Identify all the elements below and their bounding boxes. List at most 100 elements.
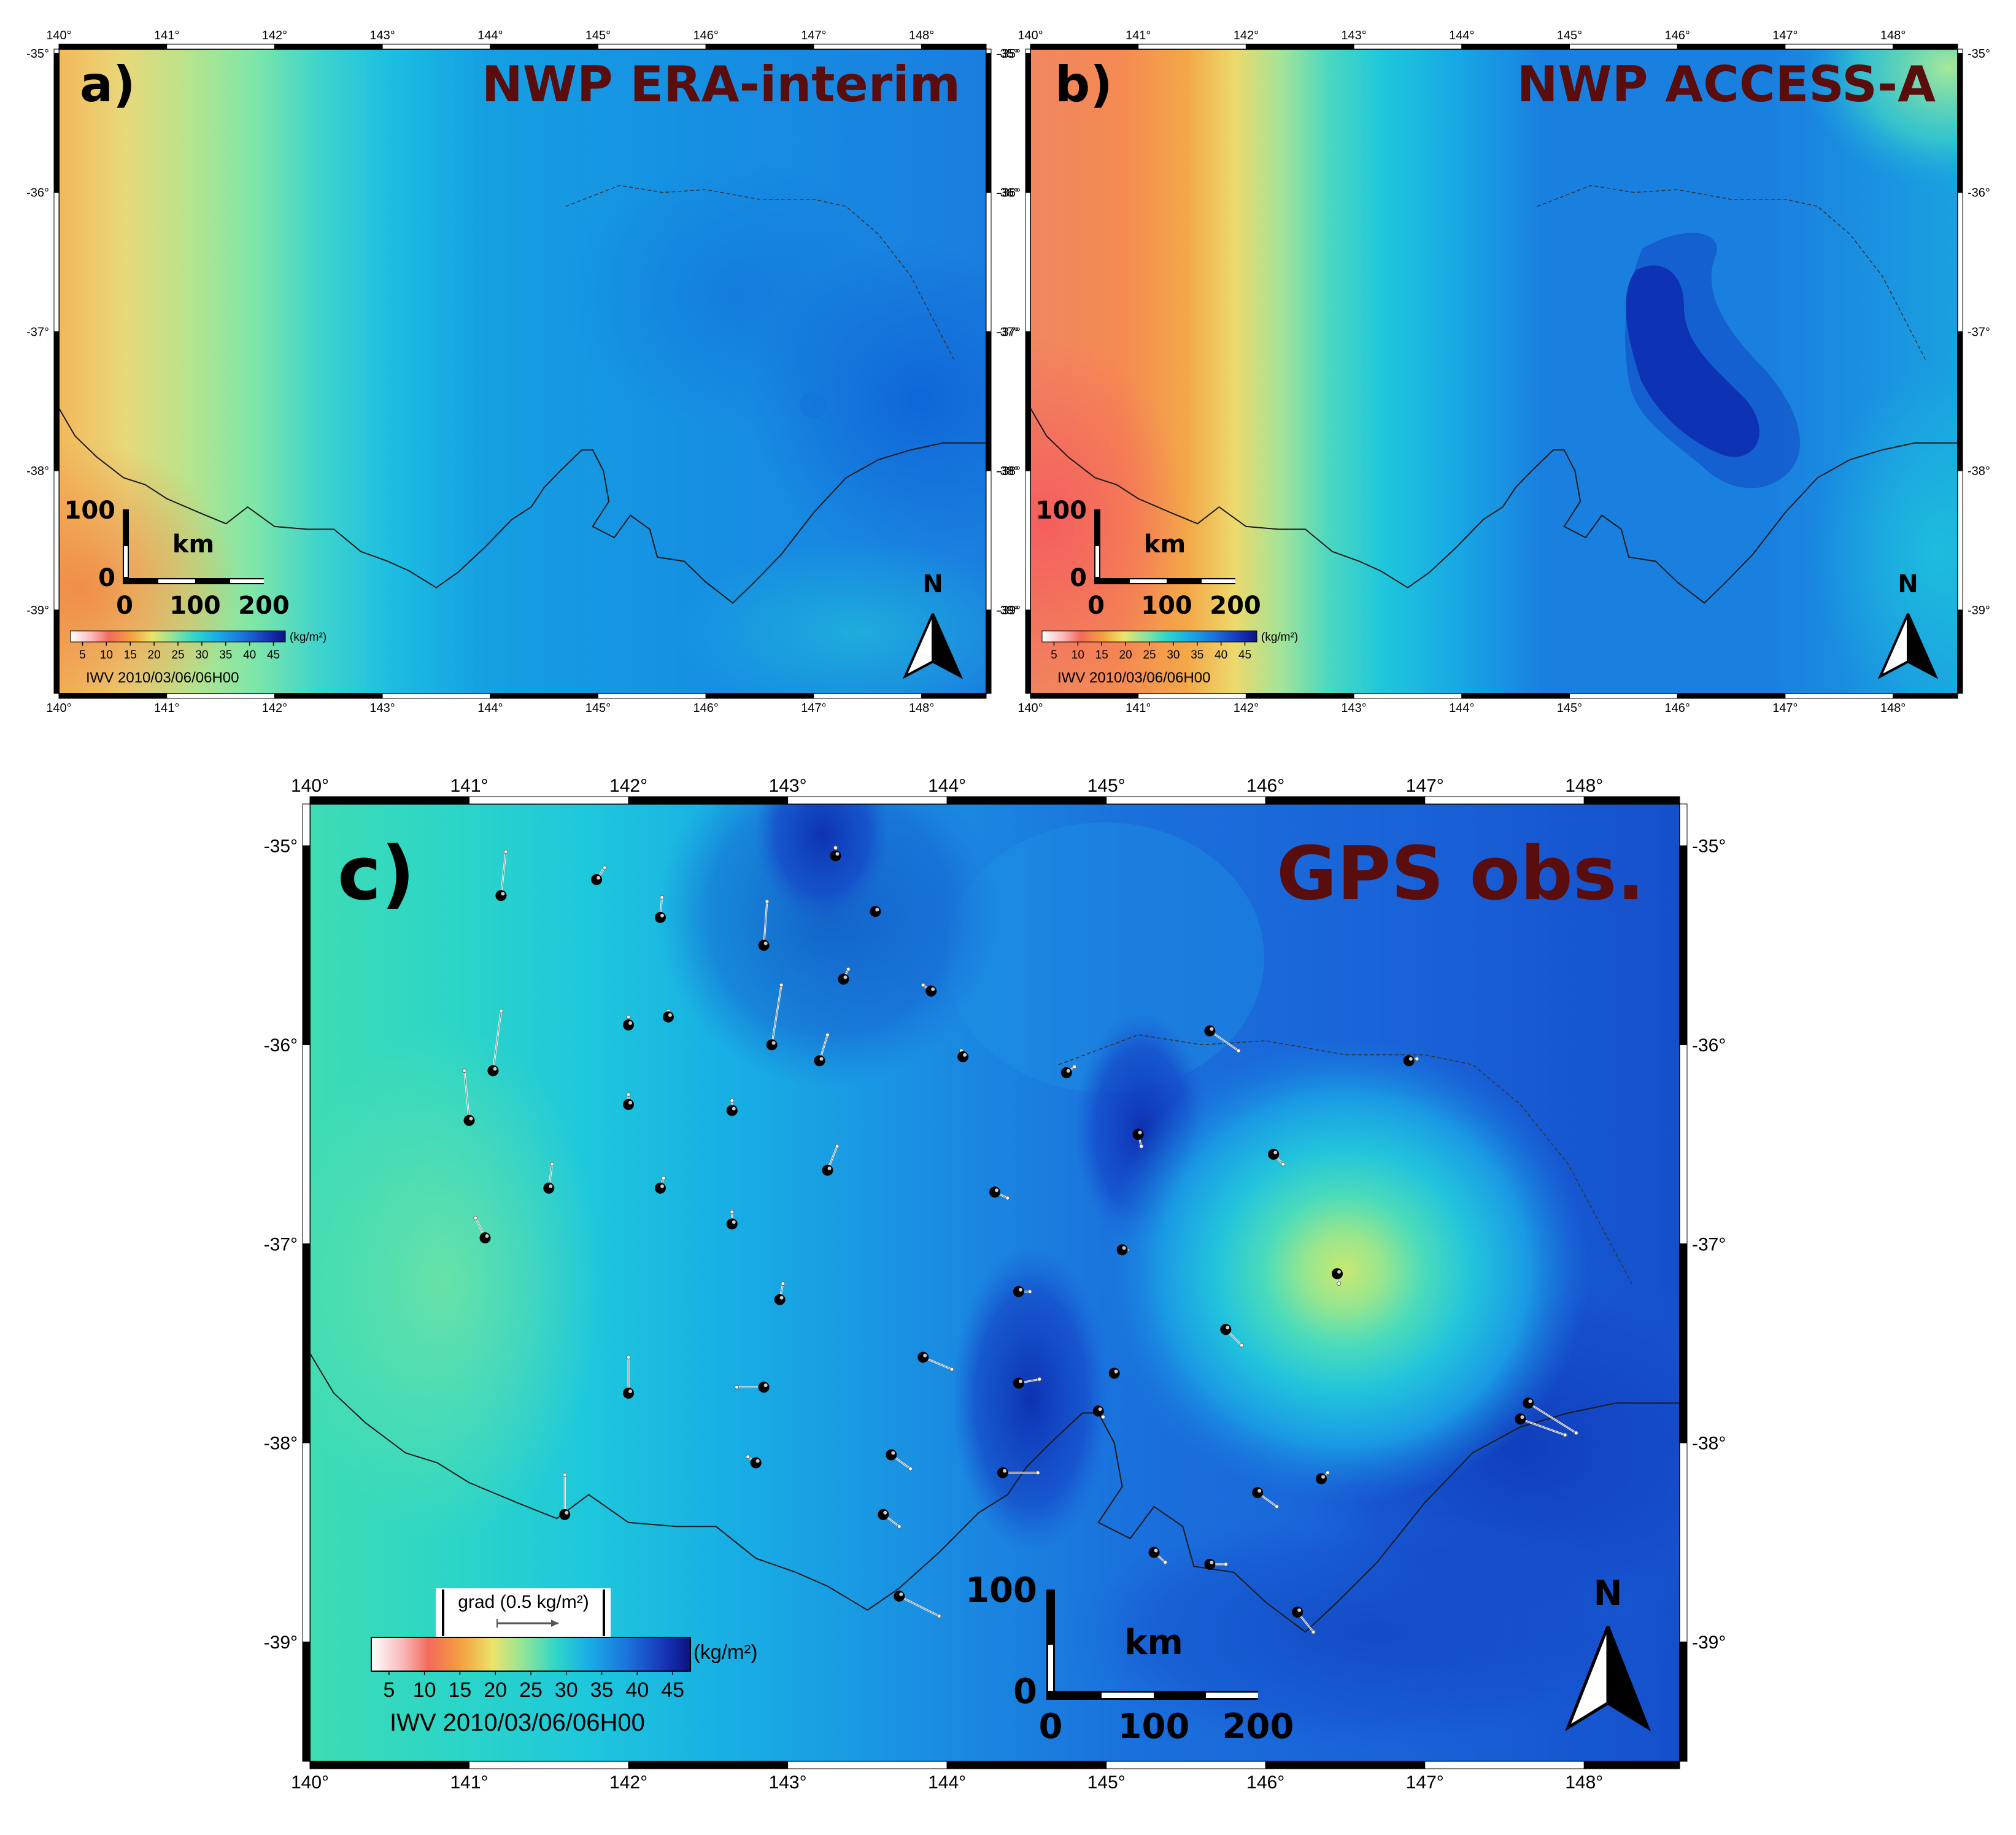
gradient-vector-tip (1139, 1144, 1144, 1149)
lat-tick-label: -35° (996, 47, 1019, 61)
scalebar-h200-b: 200 (1210, 592, 1261, 620)
gps-station (662, 1008, 674, 1023)
panel-c: 140° 140° 141° 141° 142° 142° 143° 143° 144° 144°… (0, 761, 2016, 1835)
gps-station (830, 845, 841, 862)
coastline-c (310, 1353, 1680, 1633)
frame-seg-top (274, 44, 383, 50)
gradient-vector-tip (1574, 1431, 1578, 1435)
gps-station-highlight (628, 1100, 633, 1105)
coastline-a (59, 408, 986, 604)
frame-seg-top (1424, 796, 1585, 805)
gradient-vector-tip (781, 1281, 786, 1286)
gps-station-highlight (565, 1510, 569, 1515)
gps-station-highlight (660, 1184, 664, 1188)
colorbar-tick-label: 15 (449, 1679, 472, 1702)
frame-seg-top (597, 44, 706, 50)
gps-station-highlight (779, 1296, 784, 1300)
gradient-vector-tip (1415, 1056, 1419, 1061)
gps-station-marker (814, 1055, 825, 1067)
frame-seg-bottom (787, 1761, 948, 1769)
gps-station (1132, 1129, 1144, 1149)
colorbar-tick-label: 10 (100, 649, 113, 662)
lon-tick-label: 142° (609, 1772, 647, 1793)
lon-labels-a: 140° 140° 141° 141° 142° 142° 143° 143° 144° 144°… (46, 29, 934, 715)
colorbar-b: 5 10 15 20 25 30 35 40 45 (kg/m²) IWV 2010/03/06… (1041, 630, 1298, 686)
lat-tick-label: -35° (998, 47, 1021, 61)
lon-tick-label: 147° (1772, 701, 1798, 715)
frame-seg-right (1679, 1243, 1688, 1443)
colorbar-tick-label: 30 (555, 1679, 578, 1702)
north-arrow-a: N (902, 570, 964, 679)
scalebar-vzero-a: 0 (98, 564, 115, 592)
gps-station-marker (1060, 1067, 1072, 1078)
iwv-field-b (1030, 49, 1958, 693)
gradient-vector-tip (897, 1524, 902, 1529)
lat-tick-label: -38° (1968, 465, 1990, 478)
frame-seg-top (1138, 44, 1246, 50)
lon-tick-label: 141° (1126, 29, 1151, 42)
iwv-field-c (310, 804, 1680, 1761)
lat-tick-label: -36° (996, 187, 1019, 200)
scalebar-vtop-c: 100 (965, 1570, 1037, 1610)
gradient-vector-tip (503, 849, 508, 854)
gps-station-highlight (763, 1383, 768, 1388)
lon-tick-label: 140° (1018, 701, 1043, 715)
lon-tick-label: 144° (1449, 701, 1474, 715)
colorbar-tick-label: 15 (124, 649, 137, 662)
gradient-vector-core (1520, 1418, 1566, 1435)
gps-station-highlight (1018, 1379, 1022, 1383)
gps-station-highlight (1018, 1288, 1022, 1292)
colorbar-tick-label: 25 (171, 649, 184, 662)
frame-seg-top (382, 44, 491, 50)
lon-tick-label: 148° (909, 701, 934, 715)
frame-seg-right (1957, 48, 1963, 54)
gps-station-highlight (1210, 1027, 1214, 1031)
lat-tick-label: -38° (996, 465, 1019, 478)
gradient-vector-tip (602, 865, 607, 870)
gradient-vector-core (492, 1011, 502, 1071)
scalebar-h0-a: 0 (116, 592, 133, 620)
gps-station-marker (1092, 1405, 1104, 1417)
gradient-vector-tip (1274, 1504, 1279, 1509)
frame-seg-left (1025, 192, 1031, 332)
lon-tick-label: 145° (1557, 701, 1582, 715)
scalebar-a: 100 0 km 0 100 200 (64, 496, 290, 620)
panel-title-a: NWP ERA-interim (482, 56, 960, 113)
lon-tick-label: 144° (928, 1772, 966, 1793)
gps-station-marker (1316, 1473, 1327, 1485)
frame-seg-left (53, 470, 60, 611)
scalebar-h200-c: 200 (1222, 1707, 1294, 1747)
gps-station (746, 1454, 762, 1469)
gradient-vector-tip (921, 983, 925, 987)
gps-station-marker (1220, 1324, 1232, 1335)
colorbar-unit-b: (kg/m²) (1261, 631, 1298, 644)
gps-station-marker (1403, 1055, 1415, 1067)
gps-station-highlight (501, 892, 505, 896)
gps-station-highlight (1138, 1130, 1142, 1135)
gps-station (894, 1590, 941, 1618)
lat-tick-label: -35° (264, 836, 298, 857)
gradient-vector-tip (825, 1032, 830, 1037)
frame-seg-left (302, 845, 311, 1045)
north-label-a: N (922, 570, 943, 598)
gradient-vector-tip (835, 1144, 840, 1149)
frame-seg-top (58, 44, 168, 50)
gps-station-highlight (1114, 1369, 1118, 1373)
frame-seg-top (309, 796, 470, 805)
gps-station-highlight (835, 852, 840, 856)
gps-station-marker (1204, 1558, 1216, 1570)
colorbar-tick-label: 25 (519, 1679, 543, 1702)
gradient-vector-tip (746, 1454, 751, 1459)
frame-seg-bottom (1353, 693, 1462, 699)
gps-station (495, 849, 508, 902)
gradient-vector-tip (730, 1210, 735, 1215)
lon-tick-label: 145° (585, 29, 611, 42)
colorbar-tick-label: 5 (383, 1679, 395, 1702)
lon-tick-label: 140° (1018, 29, 1043, 42)
gps-station (886, 1449, 913, 1471)
panel-letter-a: a) (80, 56, 136, 113)
gps-station-highlight (963, 1053, 967, 1057)
gps-station-marker (774, 1294, 786, 1305)
lon-tick-label: 144° (928, 776, 966, 796)
lon-tick-label: 145° (1557, 29, 1582, 42)
